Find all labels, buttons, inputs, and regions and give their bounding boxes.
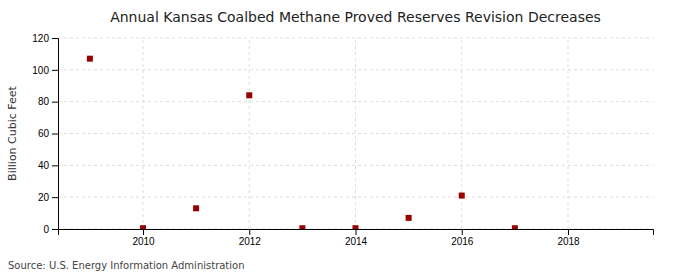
tick-mark: [356, 229, 357, 235]
point: [246, 92, 252, 98]
point: [406, 215, 412, 221]
grid-line: [355, 38, 356, 229]
y-axis-label: Billion Cubic Feet: [6, 85, 19, 180]
tick-label: 60: [38, 128, 50, 139]
tick-label: 2012: [239, 236, 262, 247]
tick-label: 120: [32, 33, 49, 44]
axis-line: [59, 230, 654, 236]
tick: 80: [38, 96, 58, 107]
tick-label: 20: [38, 192, 50, 203]
tick-mark: [52, 134, 58, 135]
tick-mark: [462, 229, 463, 235]
tick-mark: [52, 70, 58, 71]
axis-line: [52, 39, 59, 230]
tick: 20: [38, 192, 58, 203]
title: Annual Kansas Coalbed Methane Proved Res…: [110, 9, 601, 25]
grid-line: [58, 197, 653, 198]
point: [299, 225, 305, 229]
tick: 2018: [557, 229, 580, 247]
tick-label: 2010: [132, 236, 155, 247]
tick-mark: [249, 229, 250, 235]
tick-label: 2018: [557, 236, 580, 247]
tick: 100: [32, 65, 58, 76]
point: [353, 225, 359, 229]
chart-container: 2010 2012 2014 2016 2018 0 20 40 60 80 100 120 Annua…: [0, 0, 675, 275]
tick-mark: [568, 229, 569, 235]
tick-mark: [52, 102, 58, 103]
tick-mark: [52, 197, 58, 198]
tick-label: 40: [38, 160, 50, 171]
tick: 2012: [239, 229, 262, 247]
grid-line: [58, 101, 653, 102]
tick-label: 2016: [451, 236, 474, 247]
tick: 2010: [132, 229, 155, 247]
plot-area: [87, 56, 518, 229]
y-axis: 0 20 40 60 80 100 120: [32, 33, 58, 235]
tick-mark: [52, 38, 58, 39]
grid-line: [249, 38, 250, 229]
tick-mark: [143, 229, 144, 235]
grid-line: [58, 165, 653, 166]
grid-line: [58, 133, 653, 134]
point: [87, 56, 93, 62]
point: [459, 193, 465, 199]
point: [512, 225, 518, 229]
point: [193, 205, 199, 211]
point: [140, 225, 146, 229]
tick: 60: [38, 128, 58, 139]
tick: 40: [38, 160, 58, 171]
grid-line: [58, 38, 653, 39]
annotation: Source: U.S. Energy Information Administ…: [8, 260, 245, 271]
tick-mark: [52, 165, 58, 166]
x-axis: 2010 2012 2014 2016 2018: [59, 229, 654, 247]
tick: 0: [43, 224, 58, 235]
grid: [58, 38, 653, 229]
tick-label: 2014: [345, 236, 368, 247]
tick: 2016: [451, 229, 474, 247]
tick: 120: [32, 33, 58, 44]
tick-label: 0: [43, 224, 49, 235]
chart: 2010 2012 2014 2016 2018 0 20 40 60 80 100 120 Annua…: [0, 0, 675, 275]
tick-label: 100: [32, 65, 49, 76]
grid-line: [58, 69, 653, 70]
tick-label: 80: [38, 96, 50, 107]
tick: 2014: [345, 229, 368, 247]
tick-mark: [52, 229, 58, 230]
